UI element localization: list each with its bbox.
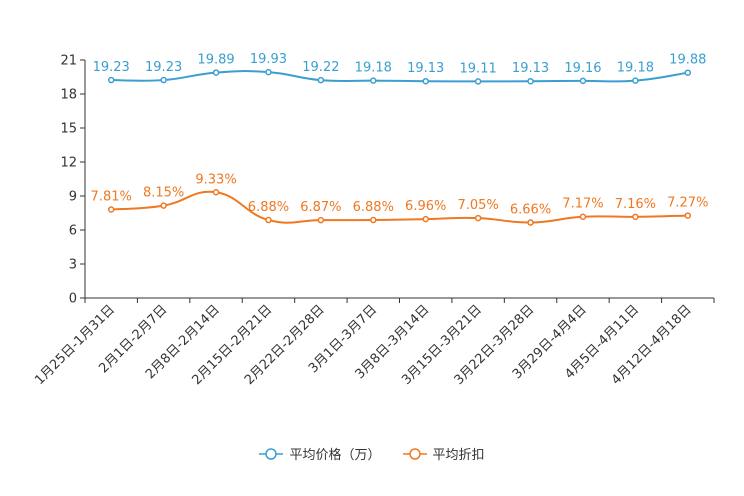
data-point (632, 213, 639, 221)
data-point (474, 214, 482, 222)
data-label: 19.89 (197, 53, 234, 68)
data-label: 19.23 (145, 60, 182, 75)
data-label: 19.23 (93, 60, 130, 75)
legend-item-price[interactable]: 平均价格（万） (259, 444, 381, 463)
data-point (422, 77, 429, 85)
data-point (474, 78, 482, 85)
data-point (684, 212, 692, 219)
line-chart: 0369121518211月25日-1月31日2月1日-2月7日2月8日-2月1… (32, 52, 715, 388)
data-label: 19.88 (669, 53, 706, 68)
data-point (160, 202, 167, 209)
data-point (527, 77, 534, 85)
data-point (107, 76, 115, 84)
data-label: 19.16 (564, 61, 601, 76)
y-tick-label: 0 (69, 292, 77, 307)
data-point (212, 69, 220, 76)
legend-price-label: 平均价格（万） (289, 448, 381, 463)
data-label: 6.66% (510, 203, 551, 218)
data-label: 7.16% (615, 197, 656, 212)
data-label: 6.87% (300, 200, 341, 215)
y-tick-label: 12 (60, 156, 77, 171)
data-point (632, 77, 639, 84)
data-label: 8.15% (143, 186, 184, 201)
legend-item-discount[interactable]: 平均折扣 (402, 444, 485, 463)
data-point (317, 216, 325, 224)
data-point (265, 68, 272, 76)
y-tick-label: 3 (69, 258, 77, 273)
legend-price-marker-icon (259, 447, 284, 460)
data-point (317, 76, 325, 84)
data-label: 6.88% (248, 200, 289, 215)
data-point (370, 216, 377, 224)
data-label: 19.11 (460, 61, 497, 76)
data-label: 7.27% (667, 196, 708, 211)
data-label: 19.22 (302, 60, 339, 75)
data-point (265, 216, 272, 224)
data-label: 19.18 (355, 61, 392, 76)
y-tick-label: 15 (60, 122, 77, 137)
data-point (370, 77, 377, 84)
legend-discount-label: 平均折扣 (432, 448, 485, 463)
data-label: 19.13 (407, 61, 444, 76)
y-tick-label: 21 (60, 54, 77, 69)
data-point (527, 219, 534, 226)
legend-discount-marker-icon (402, 447, 427, 460)
y-tick-label: 18 (60, 88, 77, 103)
data-point (160, 76, 167, 84)
data-point (579, 77, 587, 85)
data-label: 7.05% (457, 198, 498, 213)
data-label: 7.17% (562, 197, 603, 212)
data-label: 6.96% (405, 199, 446, 214)
data-point (684, 69, 692, 76)
data-label: 19.18 (617, 61, 654, 76)
data-point (422, 215, 429, 223)
data-label: 7.81% (91, 189, 132, 204)
data-label: 6.88% (353, 200, 394, 215)
legend: 平均价格（万） 平均折扣 (0, 444, 744, 463)
data-label: 9.33% (195, 172, 236, 187)
data-point (107, 206, 115, 213)
data-label: 19.93 (250, 52, 287, 67)
data-label: 19.13 (512, 61, 549, 76)
data-point (212, 189, 220, 196)
series-line-1 (111, 190, 688, 224)
series-line-0 (111, 70, 688, 83)
data-point (579, 213, 587, 220)
y-tick-label: 9 (69, 190, 77, 205)
y-tick-label: 6 (69, 224, 77, 239)
